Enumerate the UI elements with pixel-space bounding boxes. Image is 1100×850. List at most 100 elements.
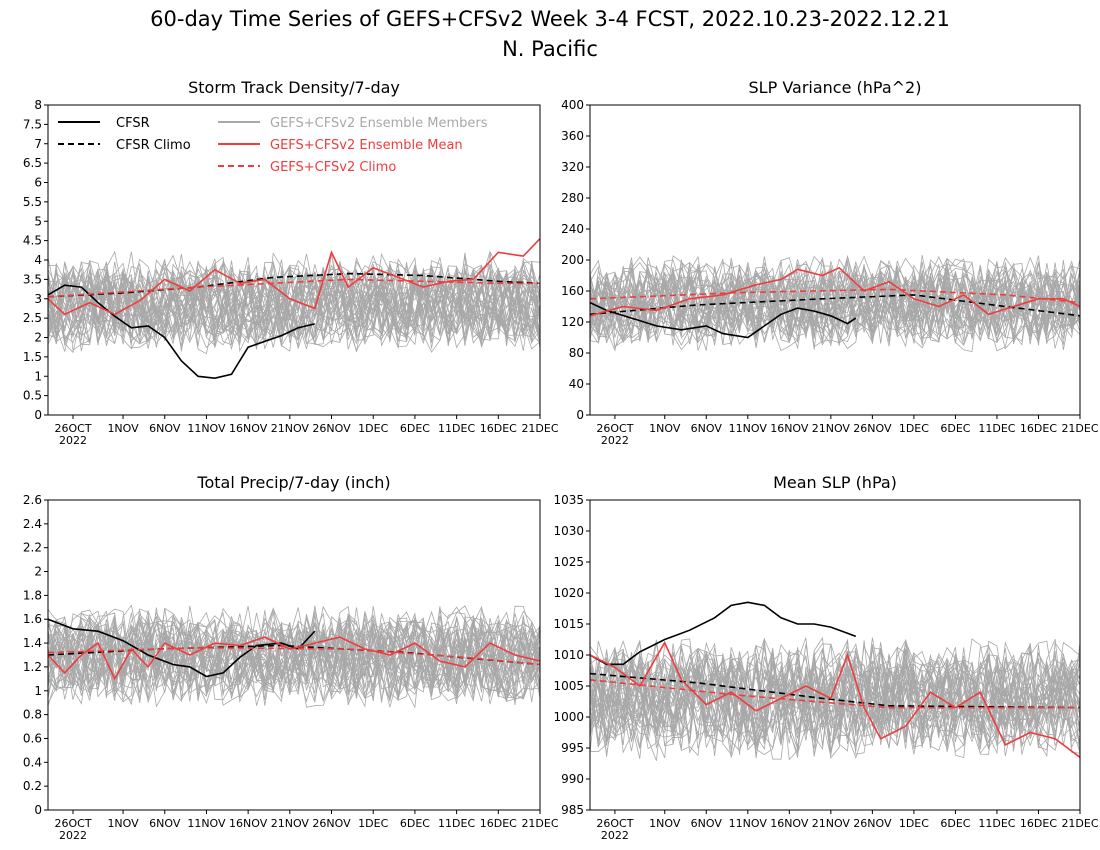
x-tick-label: 11NOV: [187, 817, 226, 830]
legend-entry-gefs-cfsv2-climo: GEFS+CFSv2 Climo: [218, 160, 396, 175]
x-tick-label: 21NOV: [812, 817, 851, 830]
y-tick-label: 5: [34, 214, 42, 228]
x-tick-label: 16NOV: [770, 817, 809, 830]
x-tick-label: 1NOV: [107, 817, 139, 830]
y-tick-label: 320: [561, 160, 584, 174]
series-line-cfsr: [47, 284, 315, 380]
y-tick-label: 1025: [553, 555, 584, 569]
x-tick-label: 11DEC: [978, 817, 1015, 830]
ensemble-member-line: [590, 269, 1080, 344]
series-line-cfsr-climo: [47, 272, 541, 298]
x-tick-label: 6NOV: [149, 422, 181, 435]
x-tick-label: 11DEC: [978, 422, 1015, 435]
y-tick-label: 360: [561, 129, 584, 143]
y-tick-label: 990: [561, 772, 584, 786]
ensemble-members: [48, 604, 540, 709]
y-tick-label: 1: [34, 684, 42, 698]
x-tick-label: 1DEC: [899, 422, 929, 435]
x-year-label: 2022: [59, 434, 87, 447]
x-year-label: 2022: [59, 829, 87, 842]
ensemble-member-line: [48, 269, 540, 350]
y-tick-label: 2.5: [23, 311, 42, 325]
x-tick-label: 26NOV: [312, 422, 351, 435]
y-tick-label: 120: [561, 315, 584, 329]
x-tick-label: 1DEC: [899, 817, 929, 830]
x-tick-label: 16DEC: [1020, 422, 1057, 435]
ensemble-member-line: [48, 616, 540, 695]
ensemble-member-line: [48, 261, 540, 340]
y-tick-label: 0.4: [23, 755, 42, 769]
y-tick-label: 200: [561, 253, 584, 267]
x-tick-label: 11NOV: [729, 817, 768, 830]
legend-entry-cfsr-climo: CFSR Climo: [58, 138, 191, 153]
y-tick-label: 6.5: [23, 156, 42, 170]
x-tick-label: 21DEC: [1061, 422, 1098, 435]
y-tick-label: 4.5: [23, 234, 42, 248]
x-tick-label: 26NOV: [853, 817, 892, 830]
x-tick-label: 1NOV: [649, 817, 681, 830]
y-tick-label: 5.5: [23, 195, 42, 209]
y-tick-label: 240: [561, 222, 584, 236]
y-tick-label: 1000: [553, 710, 584, 724]
y-tick-label: 0.6: [23, 731, 42, 745]
x-tick-label: 26OCT: [596, 817, 633, 830]
ensemble-member-line: [48, 625, 540, 704]
x-tick-label: 21DEC: [521, 817, 558, 830]
x-tick-label: 26NOV: [853, 422, 892, 435]
series-line-gefs-cfsv2-ensemble-mean: [47, 636, 541, 681]
ensemble-member-line: [48, 264, 540, 338]
ensemble-member-line: [48, 617, 540, 699]
y-tick-label: 3.5: [23, 272, 42, 286]
y-tick-label: 3: [34, 292, 42, 306]
legend: CFSR CFSR Climo GEFS+CFSv2 Ensemble Member…: [58, 116, 488, 175]
series-line-cfsr: [589, 301, 857, 339]
y-tick-label: 1.2: [23, 660, 42, 674]
legend-entry-gefs-cfsv2-ensemble-mean: GEFS+CFSv2 Ensemble Mean: [218, 138, 463, 153]
series-line-gefs-cfsv2-climo: [47, 278, 540, 298]
x-tick-label: 1DEC: [358, 422, 388, 435]
y-tick-label: 1.5: [23, 350, 42, 364]
y-tick-label: 400: [561, 98, 584, 112]
ensemble-member-line: [590, 643, 1080, 736]
ensemble-member-line: [590, 638, 1080, 732]
x-tick-label: 21DEC: [1061, 817, 1098, 830]
panel-title: Storm Track Density/7-day: [188, 78, 400, 97]
ensemble-member-line: [590, 665, 1080, 761]
x-tick-label: 6NOV: [691, 422, 723, 435]
ensemble-member-line: [590, 261, 1080, 335]
series-line-gefs-cfsv2-climo: [589, 679, 1080, 709]
y-tick-label: 6: [34, 176, 42, 190]
series-line-gefs-cfsv2-ensemble-mean: [47, 238, 541, 316]
x-tick-label: 1NOV: [649, 422, 681, 435]
y-tick-label: 7: [34, 137, 42, 151]
legend-label: CFSR: [116, 116, 150, 131]
x-tick-label: 21NOV: [271, 422, 310, 435]
ensemble-member-line: [48, 257, 540, 338]
y-tick-label: 1.4: [23, 636, 42, 650]
panel-title: Mean SLP (hPa): [773, 473, 897, 492]
x-tick-label: 11NOV: [729, 422, 768, 435]
ensemble-member-line: [48, 616, 540, 696]
x-tick-label: 1DEC: [358, 817, 388, 830]
x-tick-label: 6DEC: [400, 817, 430, 830]
panel-4: Mean SLP (hPa) 985 990 995 1000 1005 1010 1015 1…: [553, 473, 1098, 842]
series-line-gefs-cfsv2-ensemble-mean: [589, 266, 1081, 317]
x-tick-label: 16NOV: [229, 817, 268, 830]
y-tick-label: 1030: [553, 524, 584, 538]
y-tick-label: 2.4: [23, 517, 42, 531]
ensemble-member-line: [590, 646, 1080, 743]
y-tick-label: 0.5: [23, 389, 42, 403]
y-tick-label: 1015: [553, 617, 584, 631]
x-tick-label: 21NOV: [812, 422, 851, 435]
panel-title: Total Precip/7-day (inch): [196, 473, 390, 492]
ensemble-member-line: [48, 627, 540, 706]
x-tick-label: 26OCT: [54, 422, 91, 435]
ensemble-member-line: [48, 604, 540, 684]
ensemble-member-line: [590, 260, 1080, 334]
x-tick-label: 6DEC: [400, 422, 430, 435]
x-tick-label: 16NOV: [770, 422, 809, 435]
y-tick-label: 0: [576, 408, 584, 422]
ensemble-member-line: [48, 265, 540, 345]
x-tick-label: 6NOV: [691, 817, 723, 830]
